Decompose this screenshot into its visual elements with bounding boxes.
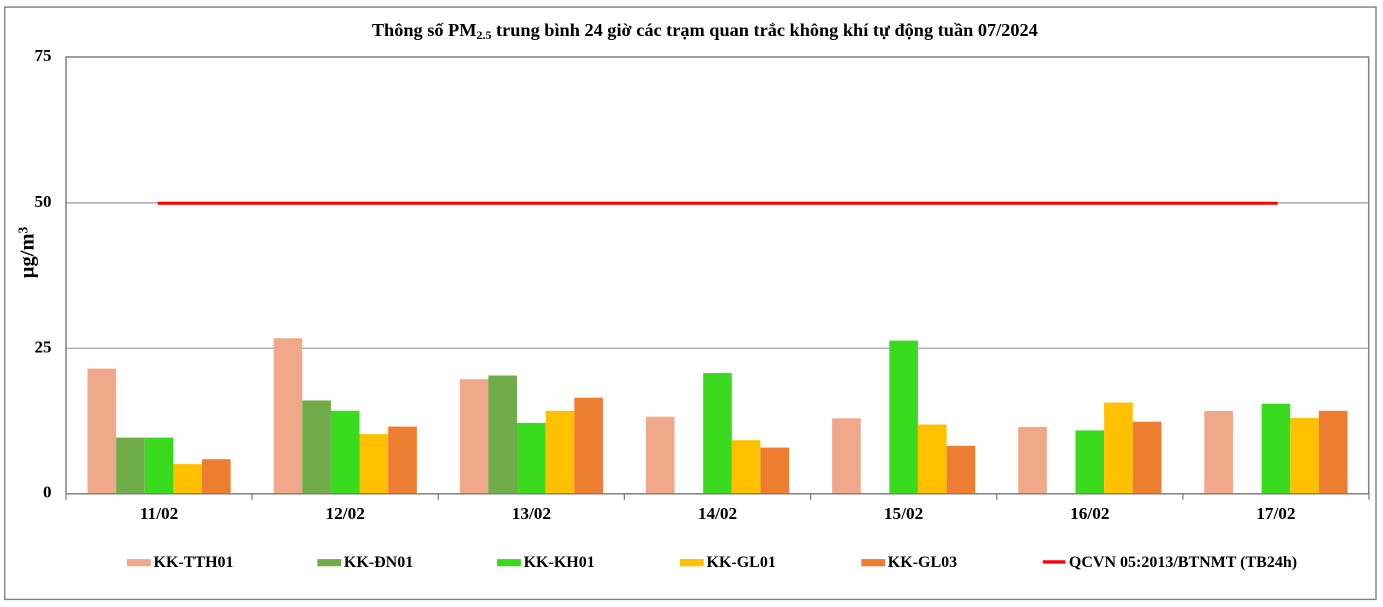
svg-text:11/02: 11/02 xyxy=(140,504,178,523)
svg-text:KK-KH01: KK-KH01 xyxy=(524,554,595,571)
svg-text:KK-TTH01: KK-TTH01 xyxy=(154,554,234,571)
svg-text:25: 25 xyxy=(35,338,52,357)
svg-text:KK-GL03: KK-GL03 xyxy=(888,554,957,571)
svg-text:75: 75 xyxy=(35,46,52,65)
svg-text:0: 0 xyxy=(43,482,52,501)
svg-text:KK-GL01: KK-GL01 xyxy=(707,554,776,571)
svg-text:15/02: 15/02 xyxy=(884,504,923,523)
svg-text:12/02: 12/02 xyxy=(326,504,365,523)
svg-text:QCVN 05:2013/BTNMT (TB24h): QCVN 05:2013/BTNMT (TB24h) xyxy=(1069,554,1297,571)
svg-text:13/02: 13/02 xyxy=(512,504,551,523)
svg-text:14/02: 14/02 xyxy=(698,504,737,523)
svg-text:17/02: 17/02 xyxy=(1256,504,1295,523)
svg-text:Thông số PM2.5 trung bình 24 g: Thông số PM2.5 trung bình 24 giờ các trạ… xyxy=(372,20,1038,42)
svg-text:KK-ĐN01: KK-ĐN01 xyxy=(344,554,413,571)
svg-text:16/02: 16/02 xyxy=(1070,504,1109,523)
svg-text:µg/m3: µg/m3 xyxy=(16,226,39,278)
svg-text:50: 50 xyxy=(35,192,52,211)
